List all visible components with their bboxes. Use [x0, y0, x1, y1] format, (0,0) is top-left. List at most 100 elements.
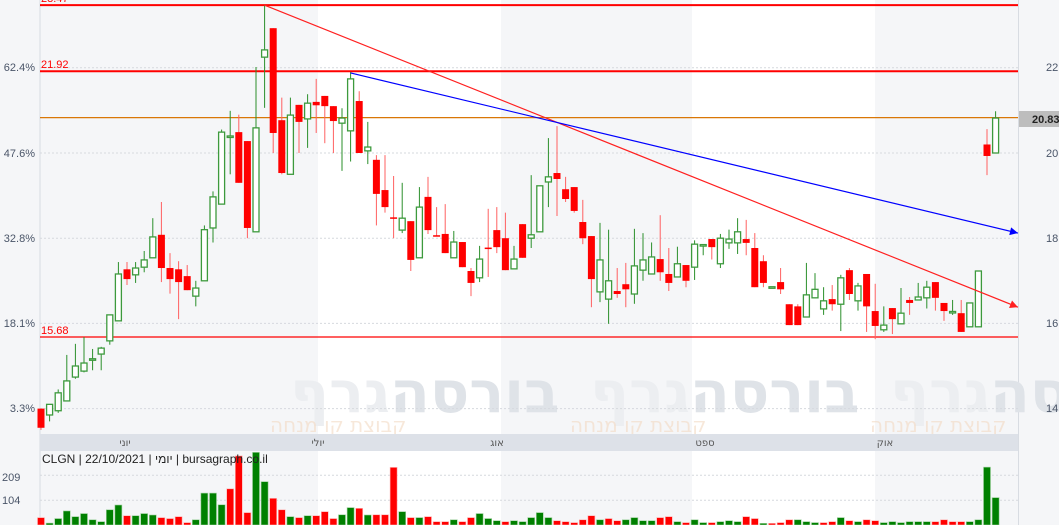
candle-body — [45, 403, 54, 416]
candle — [372, 155, 380, 226]
candle — [880, 306, 888, 332]
candle-body — [467, 271, 475, 283]
volume-bar — [355, 508, 364, 525]
candle — [123, 262, 131, 286]
volume-bar — [510, 520, 518, 525]
volume-bar — [991, 497, 1000, 525]
volume-bar — [424, 516, 432, 525]
candle-body — [647, 256, 656, 275]
candle-body — [716, 237, 725, 265]
candle-body — [140, 259, 148, 268]
candle — [742, 219, 750, 256]
candle-body — [622, 284, 630, 290]
candle — [562, 176, 570, 202]
volume-bar — [432, 521, 441, 525]
candle-body — [114, 273, 123, 322]
candle — [819, 287, 828, 315]
candle — [329, 106, 337, 153]
candle-body — [321, 95, 329, 107]
volume-bar — [406, 517, 415, 525]
watermark-tagline: קבוצת קו מנחה — [870, 413, 1006, 437]
candle — [235, 114, 243, 183]
candle-body — [157, 234, 165, 269]
candle — [708, 239, 716, 260]
volume-bar — [372, 514, 381, 525]
trendline-arrow-icon — [1009, 300, 1018, 308]
candle — [243, 141, 251, 239]
candle — [519, 224, 527, 258]
volume-bar — [673, 521, 682, 525]
volume-bar — [553, 520, 561, 525]
volume-bar — [836, 517, 845, 525]
candle — [312, 78, 320, 133]
trendlines[interactable] — [264, 4, 1019, 308]
candle-body — [484, 247, 492, 250]
candle-body — [733, 231, 742, 244]
price-tick: 22 — [1046, 62, 1058, 74]
candle-body — [579, 222, 587, 239]
candle — [175, 261, 183, 320]
volume-bar — [690, 519, 699, 525]
volume-bar — [320, 511, 329, 525]
volume-bar — [716, 521, 725, 525]
candle-body — [553, 173, 561, 179]
volume-bar — [140, 513, 148, 525]
candle-body — [338, 117, 346, 124]
volume-bar — [647, 520, 656, 525]
volume-bar — [269, 498, 278, 525]
candle — [785, 304, 793, 326]
candle — [622, 262, 630, 308]
candle — [871, 283, 879, 340]
volume-bar — [467, 517, 475, 525]
candle — [553, 126, 561, 217]
candle — [37, 408, 45, 430]
candle-body — [544, 176, 553, 183]
candle — [510, 245, 518, 270]
candle — [888, 308, 896, 335]
candle — [690, 240, 699, 280]
candle-body — [510, 258, 518, 270]
candle — [656, 215, 664, 281]
candle-body — [837, 277, 845, 305]
candle — [863, 273, 871, 332]
volume-bar — [88, 519, 97, 525]
candle-body — [312, 101, 320, 106]
candle — [948, 299, 957, 315]
candle-body — [390, 217, 398, 219]
volume-bar — [733, 521, 742, 525]
candle-body — [303, 102, 312, 120]
candle — [983, 129, 991, 176]
candle-body — [381, 190, 389, 208]
candle-body — [131, 267, 140, 276]
candle-body — [897, 312, 905, 325]
candle-body — [819, 300, 828, 310]
horizontal-levels[interactable]: 23.47 21.92 15.68 — [40, 0, 1018, 338]
candle — [97, 346, 105, 371]
watermark-tagline: קבוצת קו מנחה — [270, 413, 406, 437]
volume-bar — [862, 519, 871, 525]
volume-bar — [398, 511, 407, 525]
volume-bar — [62, 510, 71, 525]
volume-bar — [209, 492, 217, 525]
volume-bar — [363, 514, 372, 525]
candle-body — [665, 273, 673, 283]
candle-body — [966, 302, 974, 328]
candle — [278, 97, 286, 175]
volume-bar — [235, 455, 243, 525]
candle — [854, 282, 862, 311]
candle-body — [639, 259, 647, 271]
volume-tick: 209 — [2, 472, 20, 484]
candle-body — [656, 259, 664, 273]
volume-bar — [243, 512, 252, 525]
volume-bar — [97, 521, 105, 525]
candle-body — [768, 286, 776, 289]
volume-tick: 104 — [2, 495, 20, 507]
candle — [63, 354, 71, 402]
candle-body — [794, 306, 802, 326]
candle-body — [562, 189, 570, 200]
volume-bar — [149, 514, 157, 525]
candle-body — [88, 358, 97, 361]
last-price-tag — [1019, 111, 1059, 127]
